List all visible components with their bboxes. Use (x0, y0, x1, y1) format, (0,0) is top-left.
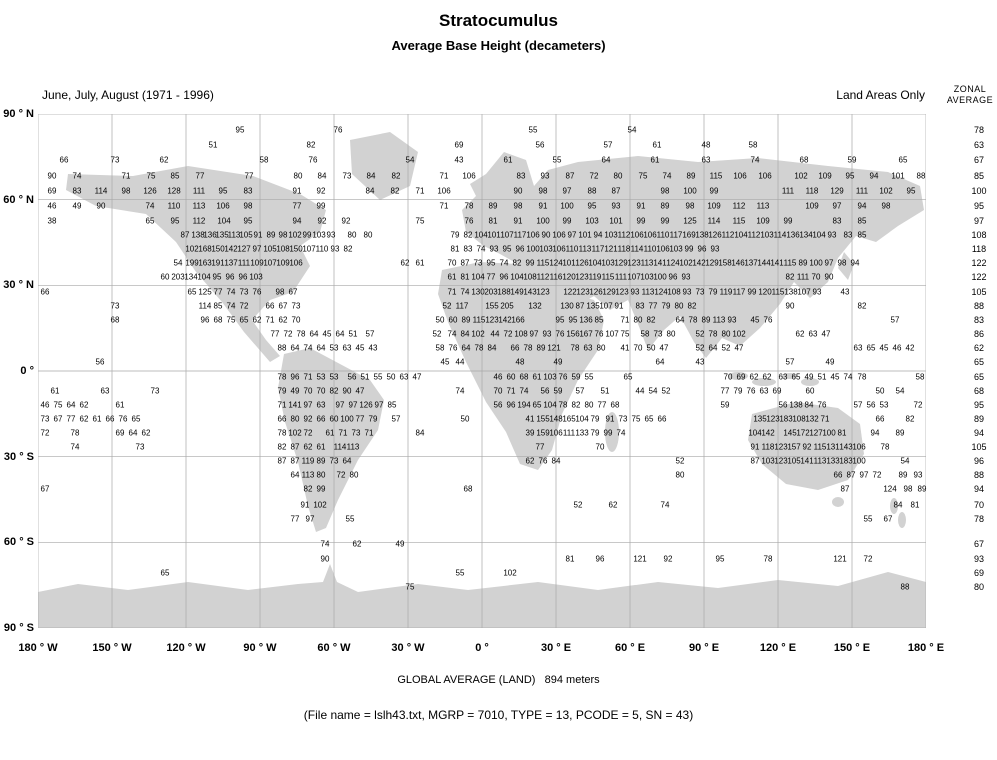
land-madagascar (605, 412, 619, 452)
longitude-label: 90 ° W (243, 642, 277, 654)
zonal-average-value: 62 (973, 343, 985, 353)
zonal-average-value: 105 (971, 442, 987, 452)
land-new-zealand-south (898, 512, 906, 528)
zonal-average-value: 78 (973, 514, 985, 524)
land-new-guinea (801, 378, 819, 386)
latitude-label: 30 ° N (3, 279, 34, 292)
land-new-zealand-north (890, 498, 898, 514)
latitude-label: 60 ° S (3, 536, 34, 549)
land-australia (748, 402, 864, 490)
zonal-average-value: 122 (971, 272, 987, 282)
global-average-label: GLOBAL AVERAGE (LAND) 894 meters (397, 674, 600, 686)
zonal-average-value: 118 (971, 244, 987, 254)
latitude-label: 30 ° S (3, 450, 34, 463)
longitude-label: 150 ° W (92, 642, 132, 654)
longitude-label: 120 ° W (166, 642, 206, 654)
zonal-average-value: 94 (973, 484, 985, 494)
longitude-label: 150 ° E (833, 642, 871, 654)
season-label: June, July, August (1971 - 1996) (42, 88, 214, 102)
longitude-label: 60 ° E (614, 642, 646, 654)
longitude-label: 180 ° E (907, 642, 945, 654)
zonal-average-value: 88 (973, 470, 985, 480)
zonal-average-header: ZONAL AVERAGE (945, 84, 995, 106)
latitude-label: 90 ° N (3, 108, 34, 120)
zonal-average-value: 89 (973, 414, 985, 424)
coverage-label: Land Areas Only (836, 88, 925, 102)
zonal-average-value: 83 (973, 315, 985, 325)
zonal-average-value: 95 (973, 201, 985, 211)
zonal-average-value: 96 (973, 456, 985, 466)
longitude-label: 90 ° E (688, 642, 720, 654)
world-map-svg (38, 114, 926, 628)
zonal-average-value: 80 (973, 582, 985, 592)
land-tasmania (832, 497, 844, 507)
latitude-label: 60 ° N (3, 193, 34, 206)
longitude-label: 180 ° W (18, 642, 58, 654)
land-japan (838, 252, 854, 280)
zonal-average-value: 86 (973, 329, 985, 339)
latitude-label: 0 ° (20, 365, 34, 377)
land-north-america (66, 166, 326, 362)
zonal-average-value: 67 (973, 155, 985, 165)
zonal-average-value: 108 (971, 230, 987, 240)
land-indonesia-1 (728, 372, 748, 380)
latitude-label: 90 ° S (3, 622, 34, 634)
chart-subtitle: Average Base Height (decameters) (391, 38, 606, 53)
longitude-label: 30 ° W (391, 642, 425, 654)
zonal-average-value: 93 (973, 554, 985, 564)
land-south-america (278, 348, 384, 532)
zonal-average-value: 65 (973, 372, 985, 382)
zonal-average-value: 70 (973, 500, 985, 510)
longitude-label: 30 ° E (540, 642, 572, 654)
zonal-average-value: 65 (973, 357, 985, 367)
zonal-average-value: 68 (973, 386, 985, 396)
zonal-average-header-line1: ZONAL (953, 84, 987, 94)
zonal-average-value: 88 (973, 301, 985, 311)
zonal-average-value: 94 (973, 428, 985, 438)
grid-lines (38, 114, 926, 628)
zonal-average-value: 97 (973, 216, 985, 226)
land-indonesia-2 (752, 378, 776, 386)
zonal-average-value: 122 (971, 258, 987, 268)
zonal-average-value: 63 (973, 140, 985, 150)
land-greenland (350, 132, 418, 200)
longitude-label: 60 ° W (317, 642, 351, 654)
plot-area (38, 114, 926, 628)
chart-title: Stratocumulus (438, 11, 559, 30)
zonal-average-value: 100 (971, 186, 987, 196)
land-indonesia-3 (782, 373, 798, 379)
zonal-average-value: 69 (973, 568, 985, 578)
zonal-average-value: 95 (973, 400, 985, 410)
zonal-average-value: 78 (973, 125, 985, 135)
zonal-average-value: 67 (973, 539, 985, 549)
longitude-label: 0 ° (475, 642, 489, 654)
zonal-average-value: 105 (971, 287, 987, 297)
zonal-average-value: 85 (973, 171, 985, 181)
longitude-label: 120 ° E (759, 642, 797, 654)
zonal-average-header-line2: AVERAGE (946, 95, 994, 105)
file-info-label: (File name = lslh43.txt, MGRP = 7010, TY… (303, 708, 694, 722)
land-eurasia (462, 152, 924, 358)
